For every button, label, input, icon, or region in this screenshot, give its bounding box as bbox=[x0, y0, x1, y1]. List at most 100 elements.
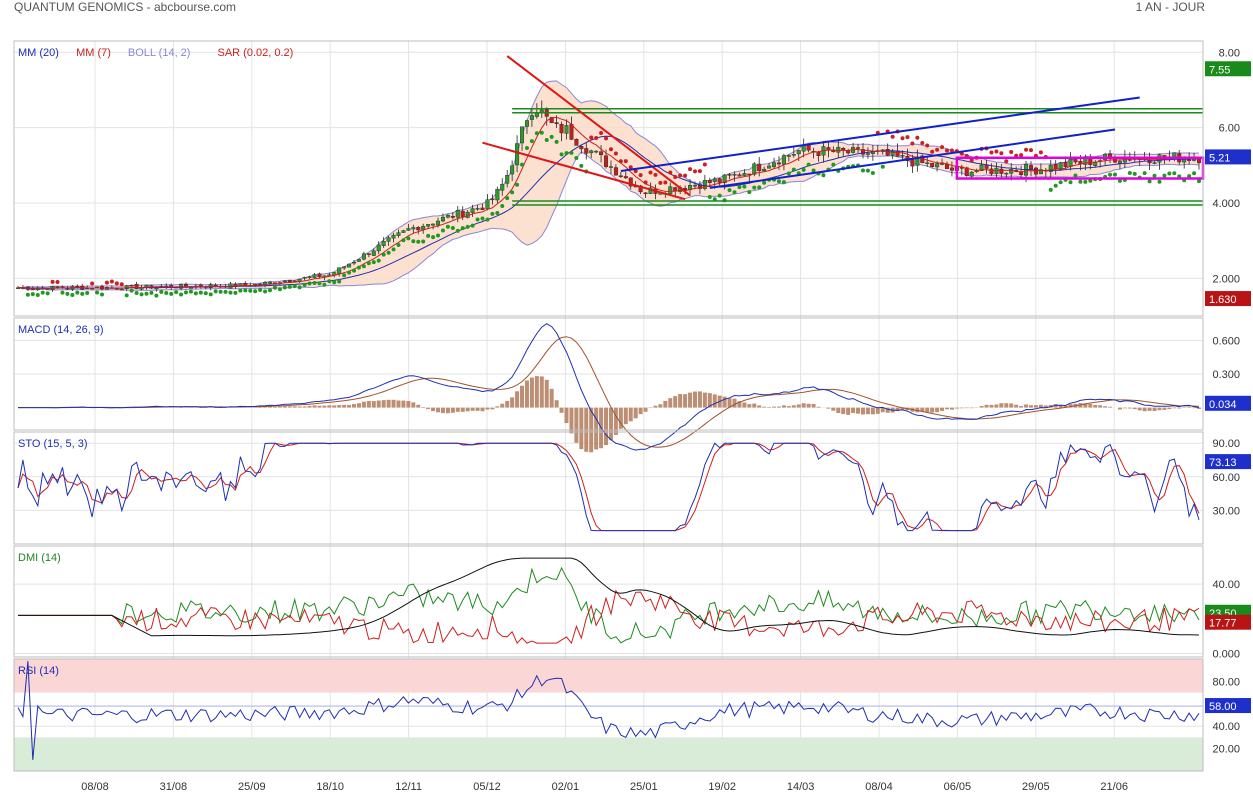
macd-histogram-bar bbox=[534, 376, 539, 408]
macd-histogram-bar bbox=[999, 403, 1004, 408]
sar-dot bbox=[890, 134, 895, 139]
macd-histogram-bar bbox=[263, 406, 268, 408]
sar-dot bbox=[727, 188, 732, 193]
sar-dot bbox=[134, 291, 139, 296]
candle-body bbox=[1038, 169, 1043, 175]
value-tag-label: 0.034 bbox=[1209, 399, 1237, 411]
candle-body bbox=[1009, 169, 1014, 174]
x-tick-label: 25/01 bbox=[630, 781, 658, 793]
sar-dot bbox=[490, 211, 495, 216]
macd-histogram-bar bbox=[831, 407, 836, 411]
legend-label: DMI (14) bbox=[18, 552, 61, 564]
sar-dot bbox=[515, 182, 520, 187]
macd-histogram-bar bbox=[1083, 403, 1088, 408]
x-tick-label: 06/05 bbox=[944, 781, 972, 793]
candle-body bbox=[529, 115, 534, 120]
macd-histogram-bar bbox=[880, 407, 885, 413]
sar-dot bbox=[25, 292, 30, 297]
macd-histogram-bar bbox=[920, 407, 925, 412]
macd-histogram-bar bbox=[969, 407, 974, 409]
sar-dot bbox=[109, 279, 114, 284]
macd-histogram-bar bbox=[1108, 406, 1113, 408]
macd-histogram-bar bbox=[485, 407, 490, 410]
sar-dot bbox=[55, 280, 60, 285]
macd-histogram-bar bbox=[337, 405, 342, 408]
sar-dot bbox=[65, 291, 70, 296]
panel-frame bbox=[13, 431, 1204, 545]
sar-dot bbox=[524, 146, 529, 151]
y-tick-label: 90.00 bbox=[1212, 438, 1240, 450]
candle-body bbox=[791, 154, 796, 156]
candle-body bbox=[1004, 172, 1009, 175]
macd-histogram-bar bbox=[964, 407, 969, 409]
candle-body bbox=[915, 156, 920, 166]
sar-dot bbox=[688, 167, 693, 172]
macd-histogram-bar bbox=[465, 407, 470, 412]
value-tag-label: 7.55 bbox=[1209, 64, 1230, 76]
x-tick-label: 02/01 bbox=[552, 781, 580, 793]
macd-histogram-bar bbox=[579, 407, 584, 450]
sar-dot bbox=[426, 233, 431, 238]
macd-histogram-bar bbox=[732, 398, 737, 408]
candle-body bbox=[979, 164, 984, 171]
macd-histogram-bar bbox=[510, 397, 515, 408]
candle-body bbox=[450, 216, 455, 218]
macd-histogram-bar bbox=[322, 405, 327, 408]
sar-dot bbox=[307, 281, 312, 286]
candle-body bbox=[816, 151, 821, 156]
sar-dot bbox=[495, 211, 500, 216]
candle-body bbox=[608, 166, 613, 168]
candle-body bbox=[836, 146, 841, 153]
sto-d-line bbox=[17, 442, 1200, 532]
sar-dot bbox=[292, 284, 297, 289]
sar-dot bbox=[564, 151, 569, 156]
candle-body bbox=[524, 120, 529, 127]
sar-dot bbox=[465, 224, 470, 229]
candle-body bbox=[589, 150, 594, 154]
candle-body bbox=[1117, 161, 1122, 164]
macd-histogram-bar bbox=[786, 406, 791, 408]
sar-dot bbox=[80, 291, 85, 296]
x-tick-label: 05/12 bbox=[473, 781, 501, 793]
macd-histogram-bar bbox=[702, 392, 707, 408]
macd-histogram-bar bbox=[386, 399, 391, 408]
x-tick-label: 25/09 bbox=[238, 781, 266, 793]
macd-histogram-bar bbox=[841, 407, 846, 415]
candle-body bbox=[841, 148, 846, 151]
macd-histogram-bar bbox=[1004, 403, 1009, 408]
sar-dot bbox=[712, 197, 717, 202]
macd-histogram-bar bbox=[1014, 404, 1019, 408]
macd-histogram-bar bbox=[762, 406, 767, 408]
candle-body bbox=[1063, 161, 1068, 168]
panel-sto bbox=[13, 431, 1204, 545]
candle-body bbox=[722, 174, 727, 183]
macd-histogram-bar bbox=[1063, 405, 1068, 408]
sar-dot bbox=[60, 290, 65, 295]
macd-histogram-bar bbox=[411, 402, 416, 408]
sar-dot bbox=[485, 217, 490, 222]
macd-histogram-bar bbox=[663, 400, 668, 408]
macd-histogram-bar bbox=[707, 393, 712, 408]
sar-dot bbox=[263, 289, 268, 294]
macd-histogram-bar bbox=[984, 404, 989, 408]
macd-histogram-bar bbox=[836, 407, 841, 414]
sar-dot bbox=[1172, 171, 1177, 176]
value-tag-label: 17.77 bbox=[1209, 618, 1237, 630]
macd-histogram-bar bbox=[935, 407, 940, 413]
sar-dot bbox=[574, 155, 579, 160]
macd-histogram-bar bbox=[376, 400, 381, 408]
candle-body bbox=[352, 261, 357, 264]
macd-histogram-bar bbox=[895, 407, 900, 412]
macd-histogram-bar bbox=[604, 407, 609, 446]
sar-dot bbox=[608, 147, 613, 152]
sar-dot bbox=[935, 147, 940, 152]
candle-body bbox=[440, 216, 445, 222]
macd-histogram-bar bbox=[613, 407, 618, 435]
macd-histogram-bar bbox=[801, 403, 806, 408]
sar-dot bbox=[742, 184, 747, 189]
value-tag bbox=[1205, 698, 1251, 714]
sar-dot bbox=[144, 291, 149, 296]
candle-body bbox=[1048, 164, 1053, 172]
sar-dot bbox=[658, 180, 663, 185]
macd-histogram-bar bbox=[1152, 407, 1157, 411]
